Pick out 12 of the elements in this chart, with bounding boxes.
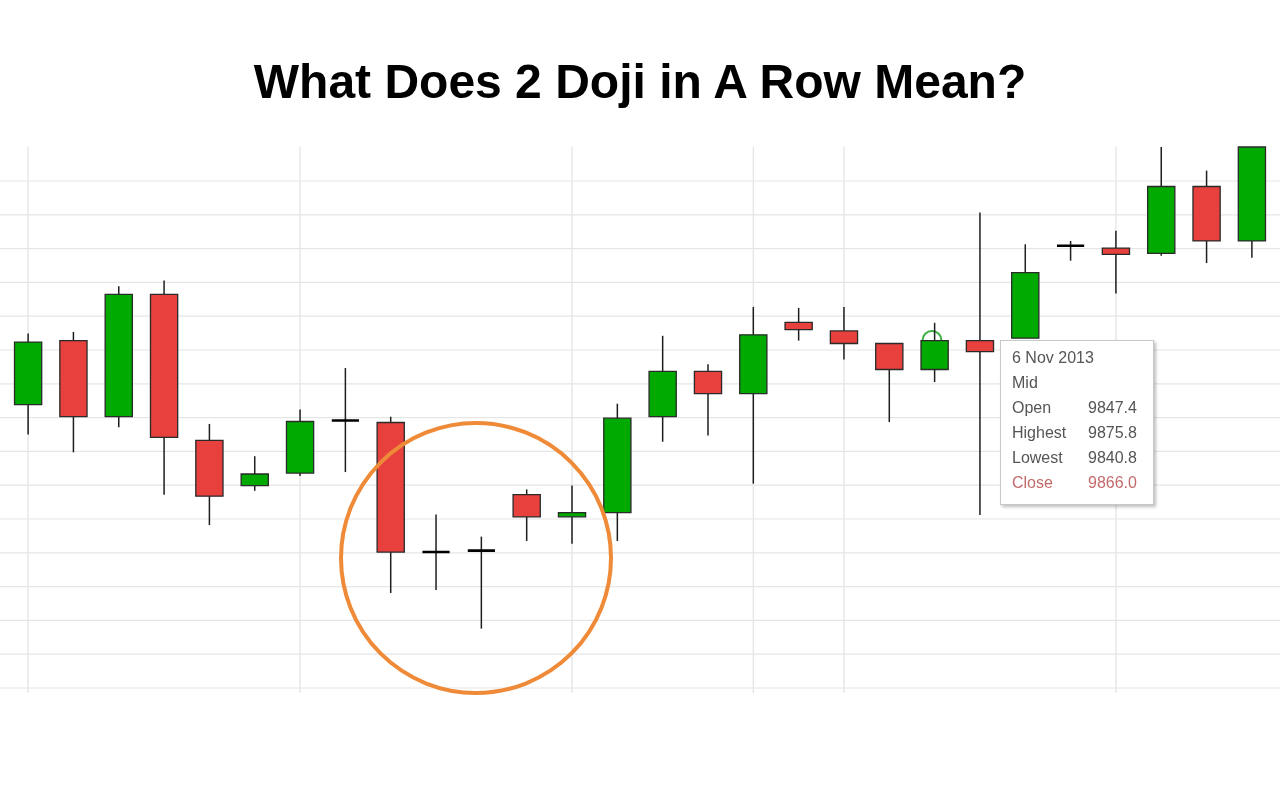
candlestick bbox=[965, 211, 995, 516]
candlestick bbox=[421, 513, 451, 591]
annotation: Mid bbox=[1012, 374, 1038, 391]
candlestick bbox=[1101, 230, 1131, 295]
candlestick bbox=[784, 307, 813, 342]
chart-title: What Does 2 Doji in A Row Mean? bbox=[253, 55, 1027, 109]
annotation: 6 Nov 2013 bbox=[1012, 349, 1094, 366]
candlestick bbox=[466, 535, 497, 630]
candlestick bbox=[330, 367, 361, 473]
tooltip-panel: 6 Nov 2013 Mid Open 9847.4 Highest 9875.8 Lowest 9840.8 Close 9866.0 bbox=[1000, 340, 1154, 505]
candlestick bbox=[1055, 240, 1086, 262]
candlestick bbox=[557, 484, 587, 545]
